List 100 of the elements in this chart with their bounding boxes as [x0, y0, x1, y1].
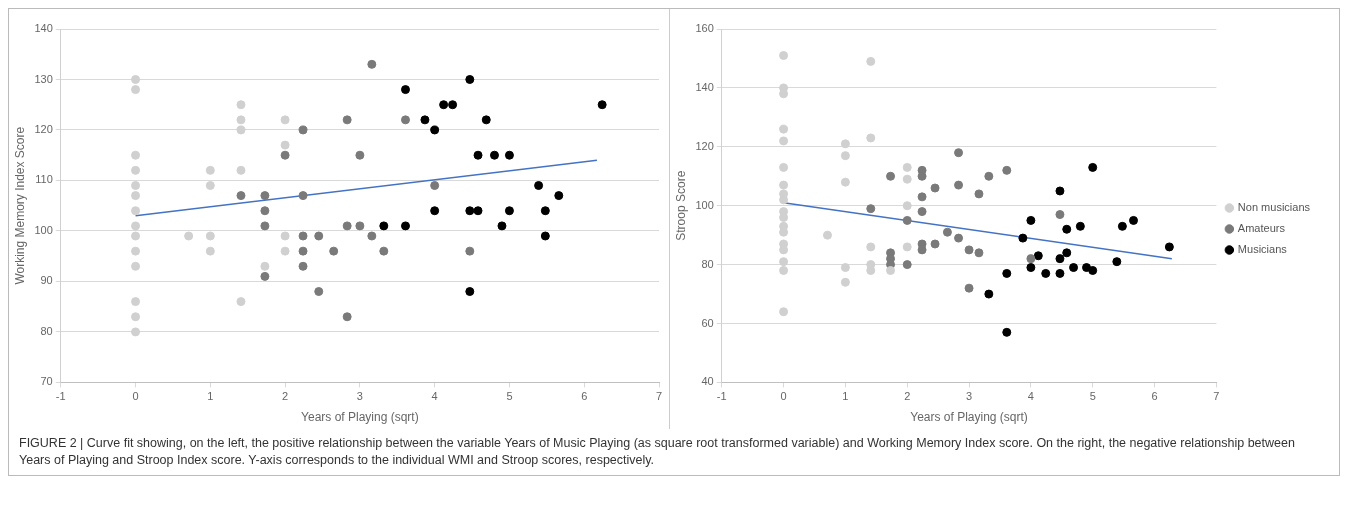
y-tick-label: 100 [34, 223, 53, 236]
point [974, 248, 984, 258]
point [1026, 215, 1036, 225]
point [205, 165, 215, 175]
point [280, 140, 290, 150]
point [355, 221, 365, 231]
legend-label: Non musicians [1237, 201, 1311, 214]
point [1026, 263, 1036, 273]
point [131, 231, 141, 241]
y-tick-label: 100 [695, 198, 714, 211]
y-tick-label: 40 [701, 375, 714, 388]
point [131, 165, 141, 175]
point [473, 206, 483, 216]
y-axis-title: Working Memory Index Score [12, 126, 27, 285]
point [1002, 268, 1012, 278]
point [779, 180, 789, 190]
x-tick-label: 3 [356, 390, 363, 403]
point [1055, 186, 1065, 196]
x-tick-label: 7 [655, 390, 663, 403]
point [131, 221, 141, 231]
point [236, 297, 246, 307]
point [260, 261, 270, 271]
point [379, 221, 389, 231]
point [779, 307, 789, 317]
point [1018, 233, 1028, 243]
point [184, 231, 194, 241]
x-tick-label: 5 [1089, 390, 1096, 403]
point [822, 230, 832, 240]
point [400, 115, 410, 125]
point [465, 246, 475, 256]
point [280, 231, 290, 241]
point [131, 327, 141, 337]
point [448, 100, 458, 110]
point [1069, 263, 1079, 273]
point [430, 206, 440, 216]
point [430, 181, 440, 191]
point [131, 191, 141, 201]
point [314, 231, 324, 241]
point [298, 191, 308, 201]
x-tick-label: 1 [842, 390, 849, 403]
point [236, 115, 246, 125]
point [489, 150, 499, 160]
point [954, 180, 964, 190]
point [902, 215, 912, 225]
point [1055, 210, 1065, 220]
point [1088, 162, 1098, 172]
point [886, 265, 896, 275]
point [840, 151, 850, 161]
point [497, 221, 507, 231]
y-tick-label: 160 [695, 22, 714, 35]
point [131, 206, 141, 216]
point [540, 231, 550, 241]
point [779, 162, 789, 172]
point [236, 100, 246, 110]
point [902, 201, 912, 211]
point [280, 246, 290, 256]
point [131, 150, 141, 160]
y-tick-label: 120 [34, 123, 53, 135]
point [131, 85, 141, 95]
point [342, 221, 352, 231]
y-tick-label: 130 [34, 72, 53, 85]
x-tick-label: 4 [1027, 390, 1034, 403]
point [1062, 248, 1072, 258]
point [534, 181, 544, 191]
point [840, 177, 850, 187]
point [260, 221, 270, 231]
point [131, 246, 141, 256]
point [902, 260, 912, 270]
point [280, 115, 290, 125]
point [840, 139, 850, 149]
point [964, 245, 974, 255]
point [465, 74, 475, 84]
point [954, 233, 964, 243]
y-tick-label: 120 [695, 139, 714, 152]
x-tick-label: 0 [780, 390, 787, 403]
point [902, 162, 912, 172]
y-tick-label: 110 [35, 173, 53, 186]
point [260, 206, 270, 216]
point [367, 59, 377, 69]
point [1026, 254, 1036, 264]
x-tick-label: 2 [904, 390, 911, 403]
point [481, 115, 491, 125]
y-tick-label: 140 [695, 80, 714, 93]
point [886, 171, 896, 181]
point [902, 174, 912, 184]
x-tick-label: 5 [506, 390, 513, 403]
point [465, 287, 475, 297]
point [930, 239, 940, 249]
point [236, 125, 246, 135]
point [314, 287, 324, 297]
legend-label: Amateurs [1237, 222, 1286, 235]
point [131, 181, 141, 191]
point [298, 231, 308, 241]
point [840, 263, 850, 273]
point [866, 242, 876, 252]
point [439, 100, 449, 110]
point [355, 150, 365, 160]
point [1055, 254, 1065, 264]
x-tick-label: 2 [282, 390, 289, 403]
point [1055, 268, 1065, 278]
